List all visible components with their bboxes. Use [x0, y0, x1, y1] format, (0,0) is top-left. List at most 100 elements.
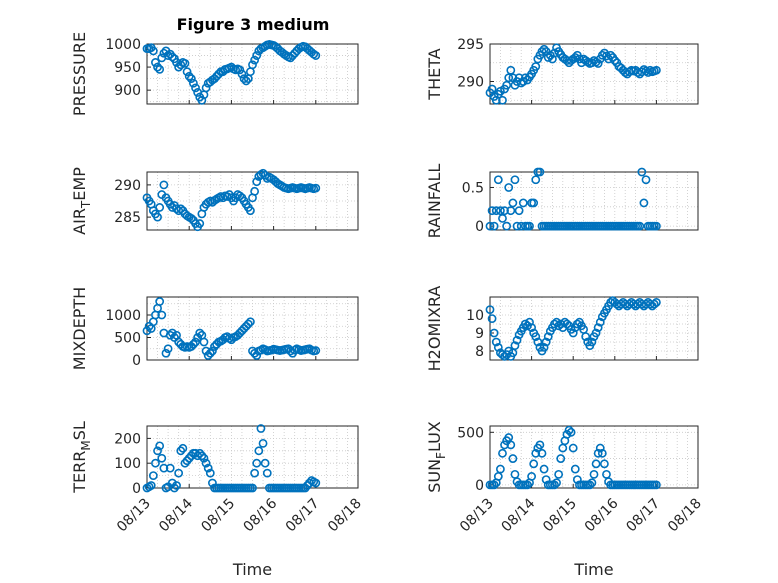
- data-point: [566, 427, 576, 437]
- data-point: [520, 73, 530, 83]
- data-point: [525, 317, 534, 327]
- data-point: [305, 478, 314, 488]
- data-point: [170, 483, 179, 493]
- data-point: [489, 480, 499, 490]
- data-point: [637, 67, 647, 77]
- data-point: [180, 58, 190, 68]
- x-tick-label: 08/15: [198, 496, 238, 536]
- data-point: [260, 458, 270, 468]
- data-point: [197, 95, 207, 105]
- data-point: [485, 305, 495, 314]
- data-point: [493, 342, 503, 352]
- y-axis-label-3: AIRTEMP: [70, 167, 93, 235]
- data-point: [174, 468, 184, 478]
- data-point: [153, 212, 162, 222]
- data-point: [537, 448, 547, 458]
- data-point: [504, 346, 514, 356]
- data-point: [153, 62, 162, 72]
- data-point: [516, 221, 526, 231]
- y-axis-label-4: RAINFALL: [425, 164, 444, 239]
- data-point: [531, 332, 541, 341]
- data-point: [570, 53, 580, 62]
- data-point: [645, 65, 655, 75]
- panel-5-mixdepth: 0 500 1000 MIXDEPTH: [70, 287, 359, 370]
- data-point: [635, 221, 645, 231]
- x-axis-label: Time: [573, 560, 613, 579]
- data-point: [562, 430, 572, 439]
- data-point: [485, 221, 495, 231]
- y-axis-label-1: PRESSURE: [70, 32, 89, 116]
- y-axis-label-6: H2OMIXRA: [425, 286, 444, 372]
- data-point: [570, 464, 580, 474]
- data-point: [167, 52, 177, 62]
- data-point: [512, 335, 522, 345]
- data-point: [205, 348, 215, 358]
- data-point: [182, 456, 192, 466]
- data-point: [176, 446, 186, 456]
- data-point: [302, 481, 312, 490]
- data-point: [489, 328, 499, 338]
- data-point: [142, 326, 152, 336]
- data-point: [252, 51, 262, 60]
- data-point: [172, 481, 181, 490]
- data-point: [591, 328, 601, 338]
- data-point: [527, 472, 536, 481]
- data-point: [500, 351, 509, 361]
- data-point: [568, 328, 578, 338]
- data-point: [235, 65, 245, 75]
- data-point: [252, 458, 262, 468]
- y-tick-label: 9: [475, 326, 484, 342]
- data-point: [235, 191, 245, 201]
- data-point: [506, 206, 516, 216]
- data-point: [155, 203, 165, 212]
- data-point: [252, 351, 262, 360]
- y-axis-label-8: SUNFLUX: [425, 421, 448, 493]
- data-point: [201, 458, 211, 468]
- data-point: [155, 64, 165, 74]
- data-point: [161, 348, 171, 358]
- data-point: [186, 213, 196, 223]
- y-tick-label: 0: [132, 353, 141, 369]
- data-point: [637, 167, 647, 177]
- y-tick-label: 1000: [105, 308, 141, 324]
- y-axis-label-7: TERRMSL: [70, 421, 93, 494]
- x-tick-label: 08/18: [325, 496, 365, 536]
- data-point: [153, 446, 162, 456]
- data-point: [554, 321, 564, 331]
- y-tick-label: 500: [114, 331, 141, 347]
- data-point: [639, 198, 649, 208]
- data-point: [491, 206, 501, 216]
- data-point: [641, 175, 651, 185]
- y-tick-label: 0.5: [462, 180, 484, 196]
- panel-2-theta: 290 295 THETA: [425, 37, 699, 105]
- panel-8-sun-flux: 0 500 08/13 08/14 08/15 08/16 08/17 08/18 SUNFLU…: [425, 421, 705, 579]
- data-point: [155, 297, 165, 306]
- data-point: [543, 332, 553, 341]
- x-tick-label: 08/17: [283, 496, 323, 536]
- data-point: [197, 451, 207, 461]
- data-point: [180, 458, 190, 468]
- data-point: [250, 186, 260, 196]
- data-point: [520, 319, 530, 329]
- data-point: [250, 55, 260, 65]
- data-point: [155, 441, 165, 451]
- data-point: [311, 51, 321, 60]
- data-point: [593, 323, 603, 332]
- y-axis-label-2: THETA: [425, 48, 444, 100]
- y-tick-label: 0: [475, 219, 484, 235]
- data-point: [203, 463, 213, 473]
- y-tick-label: 200: [114, 431, 141, 447]
- data-point: [241, 76, 251, 86]
- data-point: [597, 50, 607, 60]
- data-point: [193, 333, 203, 342]
- data-point: [539, 44, 549, 54]
- data-point: [184, 453, 194, 463]
- data-point: [195, 448, 205, 458]
- data-point: [525, 221, 534, 231]
- data-point: [493, 175, 503, 185]
- axes-box: [489, 425, 699, 489]
- data-point: [541, 475, 551, 484]
- x-tick-label: 08/14: [499, 495, 539, 535]
- data-point: [239, 74, 249, 84]
